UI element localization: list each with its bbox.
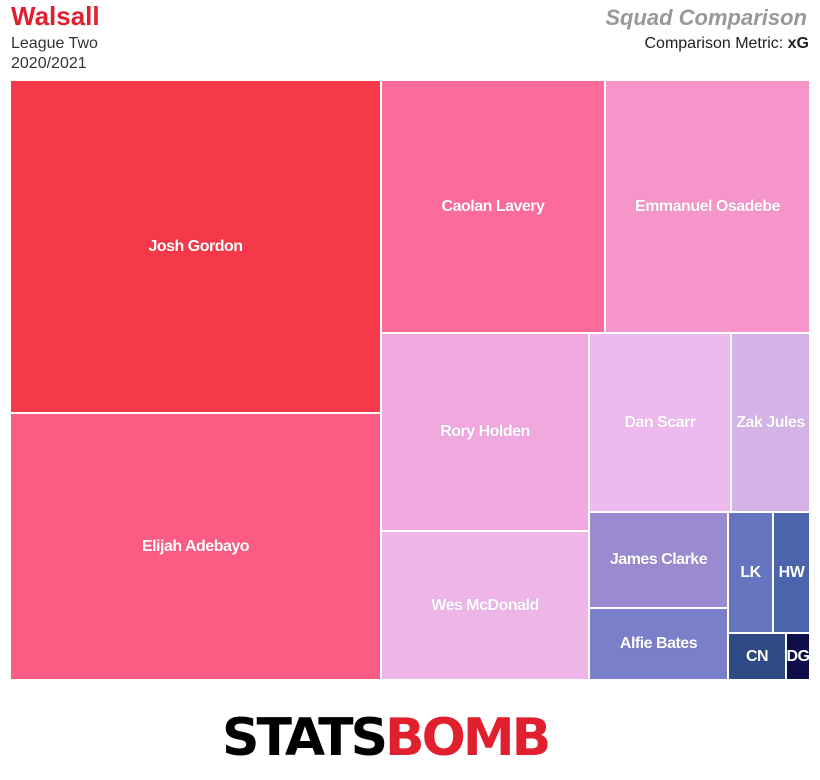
treemap-tile: Alfie Bates — [589, 608, 728, 680]
tile-label: Elijah Adebayo — [141, 537, 250, 555]
treemap-tile: Caolan Lavery — [381, 80, 605, 333]
treemap-tile: Zak Jules — [731, 333, 810, 512]
statsbomb-logo: STATSBOMB — [222, 712, 551, 764]
tile-label: LK — [740, 563, 761, 581]
logo-stats: STATS — [222, 708, 388, 768]
comparison-metric: Comparison Metric: xG — [645, 35, 810, 53]
tile-label: Wes McDonald — [431, 596, 539, 614]
tile-label: Alfie Bates — [619, 635, 698, 652]
treemap: Josh Gordon Elijah Adebayo Caolan Lavery Em… — [10, 80, 810, 680]
season: 2020/2021 — [11, 55, 87, 72]
treemap-tile: CN — [728, 633, 786, 680]
treemap-tile: DG — [786, 633, 810, 680]
tile-label: Rory Holden — [440, 423, 530, 440]
tile-label: Dan Scarr — [624, 413, 696, 431]
tile-label: Caolan Lavery — [441, 197, 545, 215]
tile-label: CN — [745, 647, 769, 665]
chart-title: Squad Comparison — [605, 5, 807, 30]
treemap-tile: LK — [728, 512, 773, 633]
tile-label: Zak Jules — [736, 413, 805, 431]
treemap-tile: Wes McDonald — [381, 531, 589, 680]
treemap-tile: Emmanuel Osadebe — [605, 80, 810, 333]
tile-label: HW — [778, 563, 805, 581]
tile-label: Emmanuel Osadebe — [635, 197, 780, 215]
team-name: Walsall — [11, 1, 100, 31]
treemap-tile: Elijah Adebayo — [10, 413, 381, 680]
metric-label: Comparison Metric: — [644, 35, 784, 52]
league-name: League Two — [11, 35, 98, 52]
treemap-tile: Rory Holden — [381, 333, 589, 531]
metric-value: xG — [787, 35, 809, 52]
treemap-tile: Josh Gordon — [10, 80, 381, 413]
tile-label: DG — [786, 647, 810, 665]
tile-label: Josh Gordon — [148, 237, 243, 255]
logo-bomb: BOMB — [385, 708, 551, 768]
treemap-tile: HW — [773, 512, 810, 633]
treemap-tile: James Clarke — [589, 512, 728, 608]
treemap-tile: Dan Scarr — [589, 333, 731, 512]
tile-label: James Clarke — [609, 551, 708, 568]
